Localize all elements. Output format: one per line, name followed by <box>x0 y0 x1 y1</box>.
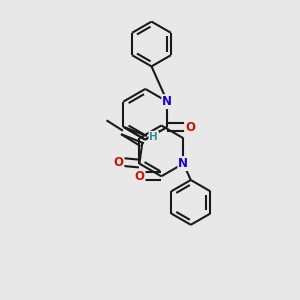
Text: N: N <box>178 157 188 170</box>
Text: O: O <box>185 121 195 134</box>
Text: N: N <box>162 95 172 108</box>
Text: O: O <box>134 170 145 183</box>
Text: O: O <box>113 156 124 169</box>
Text: H: H <box>149 132 158 142</box>
